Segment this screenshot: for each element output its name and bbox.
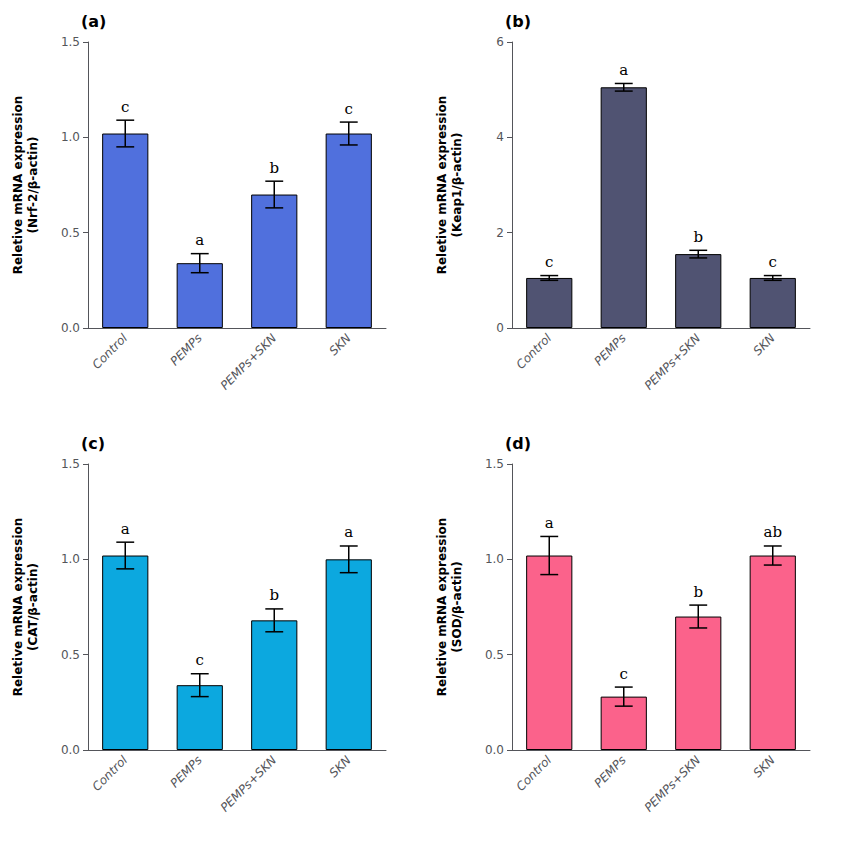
- svg-text:(b): (b): [505, 12, 531, 31]
- svg-text:c: c: [769, 253, 777, 271]
- svg-text:PEMPs+SKN: PEMPs+SKN: [218, 331, 280, 393]
- svg-text:Reletive mRNA expression: Reletive mRNA expression: [11, 96, 25, 275]
- svg-text:2: 2: [496, 226, 504, 240]
- svg-text:1.5: 1.5: [485, 457, 504, 471]
- svg-text:a: a: [545, 514, 554, 532]
- svg-text:1.5: 1.5: [61, 457, 80, 471]
- svg-text:SKN: SKN: [751, 753, 778, 780]
- svg-text:0.0: 0.0: [61, 743, 80, 757]
- svg-text:SKN: SKN: [327, 331, 354, 358]
- svg-text:(c): (c): [81, 434, 105, 453]
- svg-text:Reletive mRNA expression: Reletive mRNA expression: [435, 96, 449, 275]
- svg-text:(d): (d): [505, 434, 531, 453]
- svg-text:1.5: 1.5: [61, 35, 80, 49]
- svg-text:PEMPs: PEMPs: [591, 753, 628, 790]
- svg-text:PEMPs+SKN: PEMPs+SKN: [218, 753, 280, 815]
- svg-text:PEMPs+SKN: PEMPs+SKN: [642, 753, 704, 815]
- svg-text:c: c: [196, 651, 204, 669]
- svg-text:SKN: SKN: [327, 753, 354, 780]
- svg-text:Reletive mRNA expression: Reletive mRNA expression: [11, 518, 25, 697]
- svg-text:0.5: 0.5: [61, 226, 80, 240]
- svg-text:a: a: [195, 231, 204, 249]
- svg-text:PEMPs: PEMPs: [167, 331, 204, 368]
- svg-text:Control: Control: [89, 753, 130, 794]
- svg-text:0.0: 0.0: [61, 321, 80, 335]
- svg-text:a: a: [121, 520, 130, 538]
- svg-text:0.5: 0.5: [61, 648, 80, 662]
- svg-text:0.0: 0.0: [485, 743, 504, 757]
- svg-text:Reletive mRNA expression: Reletive mRNA expression: [435, 518, 449, 697]
- svg-text:(Keap1/β-actin): (Keap1/β-actin): [450, 133, 464, 238]
- svg-text:PEMPs: PEMPs: [591, 331, 628, 368]
- svg-text:1.0: 1.0: [61, 130, 80, 144]
- svg-text:SKN: SKN: [751, 331, 778, 358]
- svg-text:c: c: [545, 253, 553, 271]
- svg-text:ab: ab: [763, 523, 782, 541]
- svg-text:(CAT/β-actin): (CAT/β-actin): [26, 563, 40, 651]
- svg-text:(Nrf-2/β-actin): (Nrf-2/β-actin): [26, 137, 40, 234]
- svg-text:b: b: [693, 583, 703, 601]
- svg-text:b: b: [269, 586, 279, 604]
- svg-text:c: c: [345, 100, 353, 118]
- svg-text:c: c: [121, 98, 129, 116]
- svg-text:1.0: 1.0: [61, 552, 80, 566]
- svg-text:Control: Control: [513, 331, 554, 372]
- svg-text:0.5: 0.5: [485, 648, 504, 662]
- svg-text:Control: Control: [89, 331, 130, 372]
- svg-text:c: c: [620, 665, 628, 683]
- svg-text:PEMPs+SKN: PEMPs+SKN: [642, 331, 704, 393]
- svg-text:1.0: 1.0: [485, 552, 504, 566]
- svg-text:0: 0: [496, 321, 504, 335]
- svg-text:(SOD/β-actin): (SOD/β-actin): [450, 561, 464, 652]
- svg-text:6: 6: [496, 35, 504, 49]
- svg-text:(a): (a): [81, 12, 106, 31]
- svg-text:a: a: [619, 61, 628, 79]
- svg-text:Control: Control: [513, 753, 554, 794]
- svg-text:a: a: [344, 523, 353, 541]
- svg-text:PEMPs: PEMPs: [167, 753, 204, 790]
- svg-text:4: 4: [496, 130, 504, 144]
- svg-text:b: b: [269, 159, 279, 177]
- svg-text:b: b: [693, 228, 703, 246]
